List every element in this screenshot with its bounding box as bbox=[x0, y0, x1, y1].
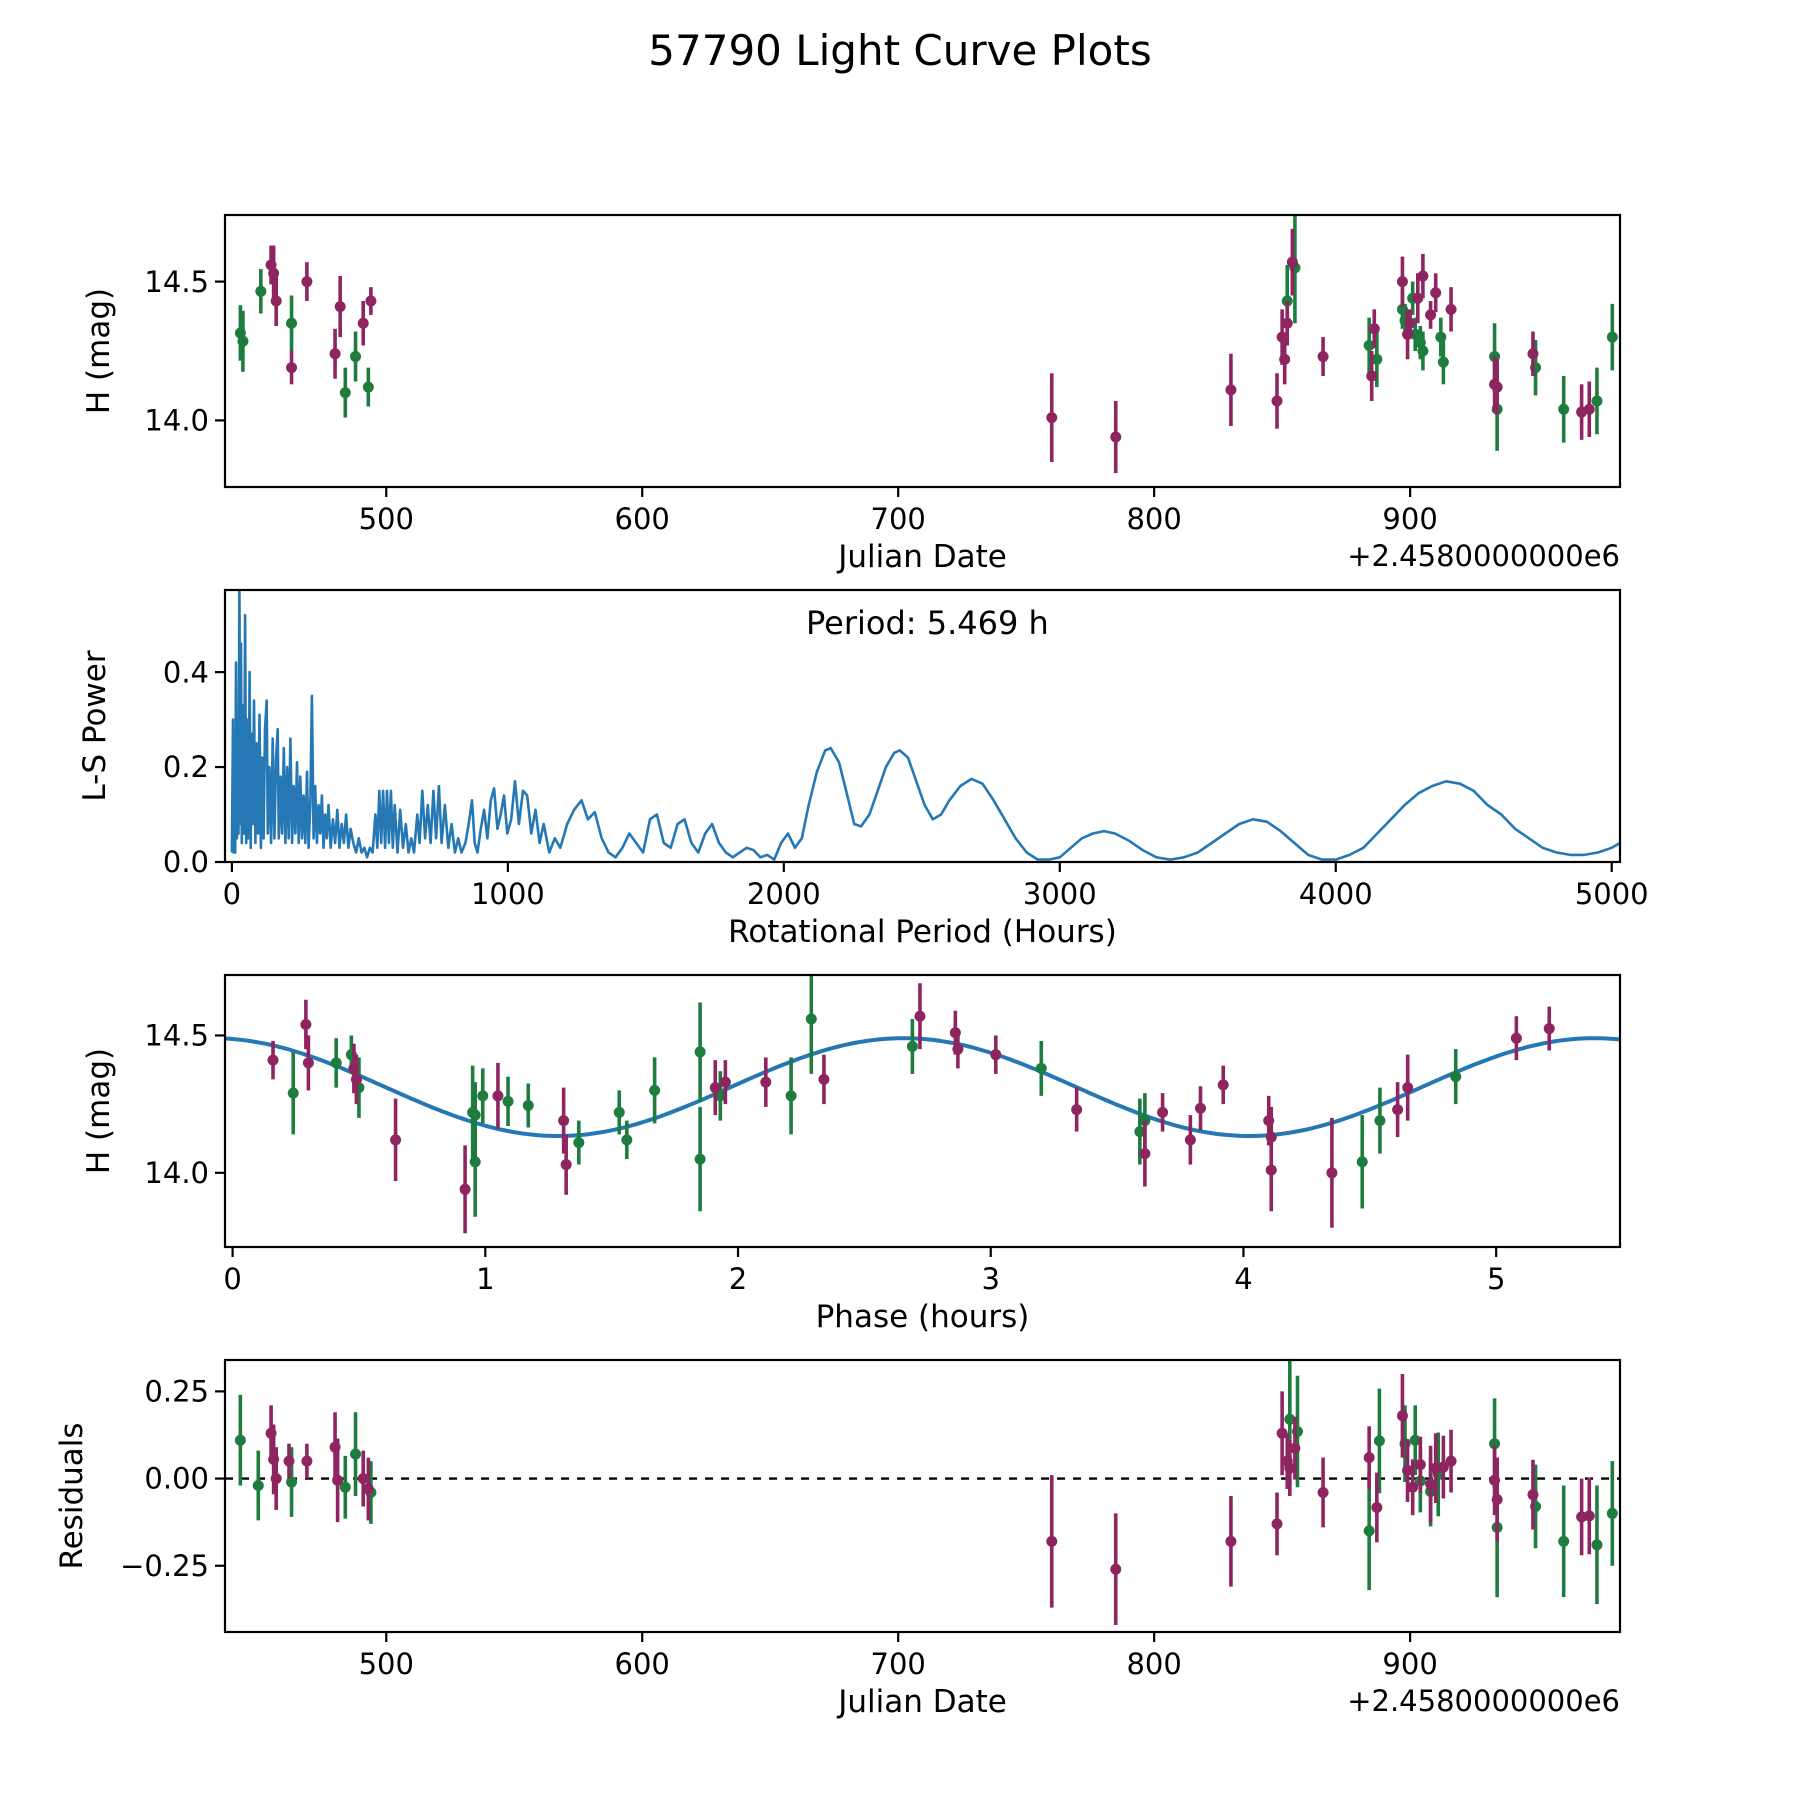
residuals-x-tick-label: 700 bbox=[871, 1647, 926, 1681]
lightcurve-frame bbox=[223, 213, 1622, 489]
lightcurve-data bbox=[234, 215, 1618, 474]
lightcurve-x-offset-text: +2.4580000000e6 bbox=[1347, 539, 1620, 573]
lightcurve-x-tick-label: 800 bbox=[1126, 502, 1181, 536]
phase-x-tick-label: 0 bbox=[223, 1262, 241, 1296]
residuals-x-offset-text: +2.4580000000e6 bbox=[1347, 1684, 1620, 1718]
periodogram-curve bbox=[230, 590, 1620, 861]
lightcurve-y-axis-label: H (mag) bbox=[80, 287, 117, 415]
residuals-y-tick-label: 0.25 bbox=[144, 1375, 209, 1409]
phase-y-axis-label: H (mag) bbox=[80, 1047, 117, 1175]
sinusoid-fit-curve bbox=[225, 1036, 1620, 1138]
phase-x-tick-label: 3 bbox=[982, 1262, 1000, 1296]
phase-y-tick-label: 14.5 bbox=[144, 1019, 209, 1053]
phase-axes: 0 1 2 3 4 5 14.0 14.5 bbox=[144, 973, 1622, 1296]
periodogram-y-tick-label: 0.4 bbox=[163, 655, 209, 689]
periodogram-y-tick-label: 0.0 bbox=[163, 845, 209, 879]
phase-purple-epoch-series bbox=[267, 983, 1555, 1234]
phase-y-tick-label: 14.0 bbox=[144, 1156, 209, 1190]
periodogram-y-axis-label: L-S Power bbox=[76, 650, 113, 802]
lightcurve-purple-epoch-series bbox=[265, 228, 1595, 474]
periodogram-x-tick-label: 1000 bbox=[471, 877, 545, 911]
residuals-data bbox=[225, 1360, 1620, 1626]
residuals-y-axis-label: Residuals bbox=[53, 1422, 90, 1570]
residuals-x-axis-label: Julian Date bbox=[838, 1684, 1007, 1720]
periodogram-x-axis-label: Rotational Period (Hours) bbox=[728, 914, 1117, 950]
periodogram-x-tick-label: 0 bbox=[223, 877, 241, 911]
periodogram-x-tick-label: 4000 bbox=[1299, 877, 1373, 911]
phase-x-tick-label: 1 bbox=[476, 1262, 494, 1296]
residuals-purple-epoch-series bbox=[265, 1373, 1595, 1626]
periodogram-y-tick-label: 0.2 bbox=[163, 750, 209, 784]
residuals-x-tick-label: 900 bbox=[1382, 1647, 1437, 1681]
lightcurve-y-tick-label: 14.0 bbox=[144, 404, 209, 438]
periodogram-axes: 0 1000 2000 3000 4000 5000 0.0 0.2 0.4 bbox=[163, 588, 1649, 911]
lightcurve-axes: 500 600 700 800 900 14.0 14.5 bbox=[144, 213, 1622, 536]
lightcurve-x-axis-label: Julian Date bbox=[838, 539, 1007, 575]
lightcurve-x-tick-label: 600 bbox=[615, 502, 670, 536]
lightcurve-x-tick-label: 500 bbox=[359, 502, 414, 536]
periodogram-x-tick-label: 3000 bbox=[1023, 877, 1097, 911]
residuals-axes: 500 600 700 800 900 −0.25 0.00 0.25 bbox=[120, 1358, 1622, 1681]
lightcurve-x-tick-label: 700 bbox=[871, 502, 926, 536]
residuals-frame bbox=[223, 1358, 1622, 1634]
residuals-y-tick-label: 0.00 bbox=[144, 1462, 209, 1496]
periodogram-x-tick-label: 5000 bbox=[1575, 877, 1649, 911]
phase-x-tick-label: 4 bbox=[1234, 1262, 1252, 1296]
phase-green-epoch-series bbox=[287, 975, 1462, 1217]
lightcurve-green-epoch-series bbox=[234, 215, 1618, 451]
periodogram-frame bbox=[223, 588, 1622, 864]
phase-data bbox=[225, 975, 1620, 1234]
lightcurve-x-tick-label: 900 bbox=[1382, 502, 1437, 536]
phase-x-tick-label: 2 bbox=[729, 1262, 747, 1296]
residuals-y-tick-label: −0.25 bbox=[120, 1549, 209, 1583]
phase-x-axis-label: Phase (hours) bbox=[815, 1299, 1030, 1335]
periodogram-data bbox=[230, 590, 1620, 861]
figure-title: 57790 Light Curve Plots bbox=[648, 26, 1152, 75]
residuals-x-tick-label: 500 bbox=[359, 1647, 414, 1681]
phase-x-tick-label: 5 bbox=[1487, 1262, 1505, 1296]
periodogram-x-tick-label: 2000 bbox=[747, 877, 821, 911]
lightcurve-y-tick-label: 14.5 bbox=[144, 265, 209, 299]
residuals-x-tick-label: 600 bbox=[615, 1647, 670, 1681]
period-annotation: Period: 5.469 h bbox=[806, 604, 1049, 642]
residuals-x-tick-label: 800 bbox=[1126, 1647, 1181, 1681]
phase-frame bbox=[223, 973, 1622, 1249]
